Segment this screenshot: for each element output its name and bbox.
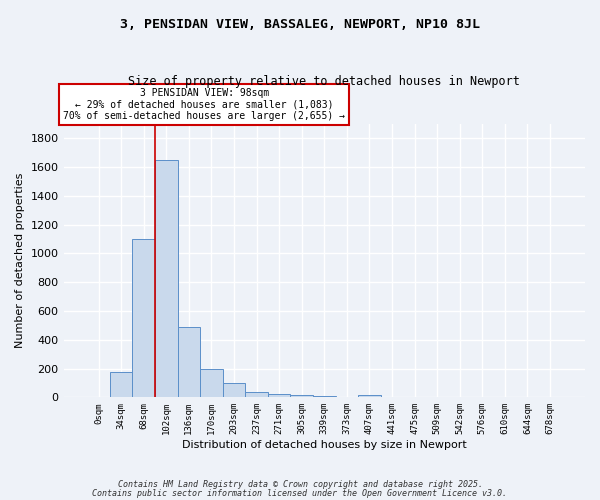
Text: 3 PENSIDAN VIEW: 98sqm
← 29% of detached houses are smaller (1,083)
70% of semi-: 3 PENSIDAN VIEW: 98sqm ← 29% of detached… xyxy=(64,88,346,121)
Bar xyxy=(155,160,178,398)
Bar xyxy=(245,392,268,398)
X-axis label: Distribution of detached houses by size in Newport: Distribution of detached houses by size … xyxy=(182,440,467,450)
Text: Contains HM Land Registry data © Crown copyright and database right 2025.: Contains HM Land Registry data © Crown c… xyxy=(118,480,482,489)
Bar xyxy=(290,395,313,398)
Bar xyxy=(223,383,245,398)
Bar xyxy=(133,239,155,398)
Bar xyxy=(200,368,223,398)
Bar xyxy=(268,394,290,398)
Bar xyxy=(358,395,381,398)
Text: Contains public sector information licensed under the Open Government Licence v3: Contains public sector information licen… xyxy=(92,488,508,498)
Title: Size of property relative to detached houses in Newport: Size of property relative to detached ho… xyxy=(128,75,520,88)
Bar xyxy=(178,327,200,398)
Bar xyxy=(110,372,133,398)
Text: 3, PENSIDAN VIEW, BASSALEG, NEWPORT, NP10 8JL: 3, PENSIDAN VIEW, BASSALEG, NEWPORT, NP1… xyxy=(120,18,480,30)
Y-axis label: Number of detached properties: Number of detached properties xyxy=(15,173,25,348)
Bar xyxy=(313,396,335,398)
Bar xyxy=(335,396,358,398)
